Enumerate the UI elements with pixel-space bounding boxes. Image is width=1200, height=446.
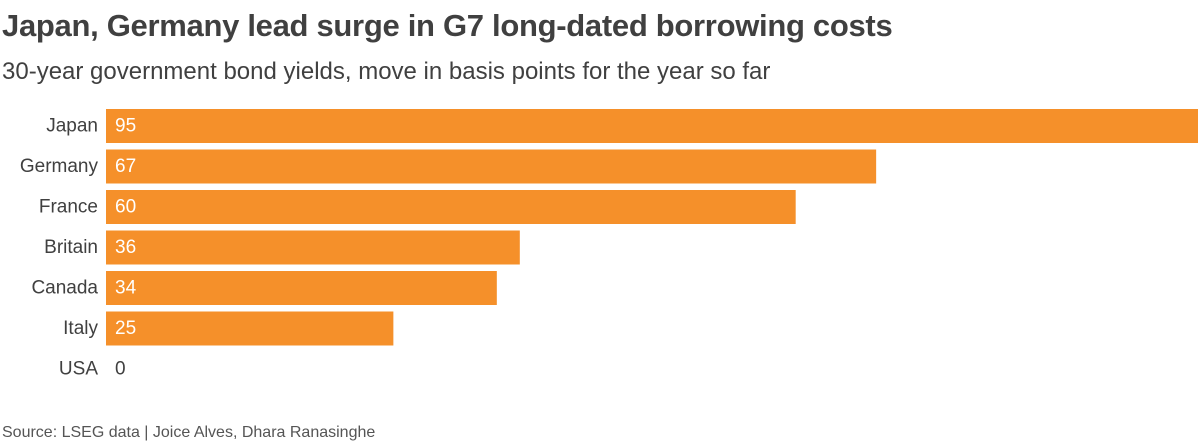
- value-label: 60: [115, 197, 136, 218]
- bar: [106, 190, 796, 224]
- category-label: Britain: [44, 237, 98, 258]
- category-label: USA: [59, 359, 98, 380]
- chart-title: Japan, Germany lead surge in G7 long-dat…: [2, 8, 893, 43]
- bars-layer: Japan 95 Germany 67 France 60 Britain 36 Canada 3…: [20, 109, 1198, 380]
- bar: [106, 109, 1198, 143]
- bar: [106, 271, 497, 305]
- bar-chart: Japan 95 Germany 67 France 60 Britain 36 Canada 3…: [20, 109, 1198, 380]
- chart-subtitle: 30-year government bond yields, move in …: [2, 58, 771, 85]
- bar: [106, 149, 877, 184]
- bar: [106, 311, 394, 346]
- value-label: 0: [115, 359, 126, 380]
- value-label: 34: [115, 278, 137, 299]
- category-label: Italy: [63, 318, 98, 339]
- category-label: France: [39, 197, 98, 218]
- source-note: Source: LSEG data | Joice Alves, Dhara R…: [2, 424, 376, 441]
- value-label: 36: [115, 237, 136, 258]
- bar: [106, 230, 520, 265]
- value-label: 67: [115, 156, 136, 177]
- value-label: 95: [115, 116, 136, 137]
- category-label: Japan: [46, 116, 98, 137]
- value-label: 25: [115, 318, 136, 339]
- category-label: Canada: [31, 278, 98, 299]
- category-label: Germany: [20, 156, 99, 177]
